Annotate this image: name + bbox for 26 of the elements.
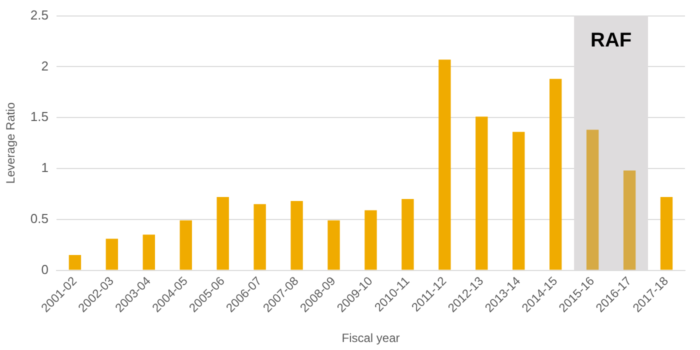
bar — [438, 60, 451, 270]
y-tick-label: 2 — [41, 58, 48, 74]
bar — [364, 210, 377, 270]
bar — [290, 201, 303, 270]
x-axis-title: Fiscal year — [342, 331, 400, 346]
bar — [512, 132, 525, 270]
y-tick-label: 1 — [41, 160, 48, 176]
bar — [549, 78, 562, 270]
bar — [106, 238, 118, 270]
bar — [180, 220, 192, 270]
y-tick-label: 0 — [41, 262, 48, 277]
y-tick-label: 2.5 — [30, 7, 48, 22]
bar — [68, 255, 82, 270]
bar — [660, 196, 673, 270]
bar — [586, 130, 599, 270]
y-tick-label: 0.5 — [30, 210, 48, 226]
bar — [216, 196, 229, 270]
bar — [623, 170, 636, 270]
y-tick-label: 1.5 — [30, 109, 48, 124]
bar — [142, 234, 156, 270]
bar — [402, 199, 414, 270]
y-axis-title: Leverage Ratio — [4, 102, 18, 184]
band-label: RAF — [590, 29, 632, 52]
bar — [254, 204, 266, 270]
bar — [476, 116, 488, 270]
bar — [328, 220, 340, 270]
